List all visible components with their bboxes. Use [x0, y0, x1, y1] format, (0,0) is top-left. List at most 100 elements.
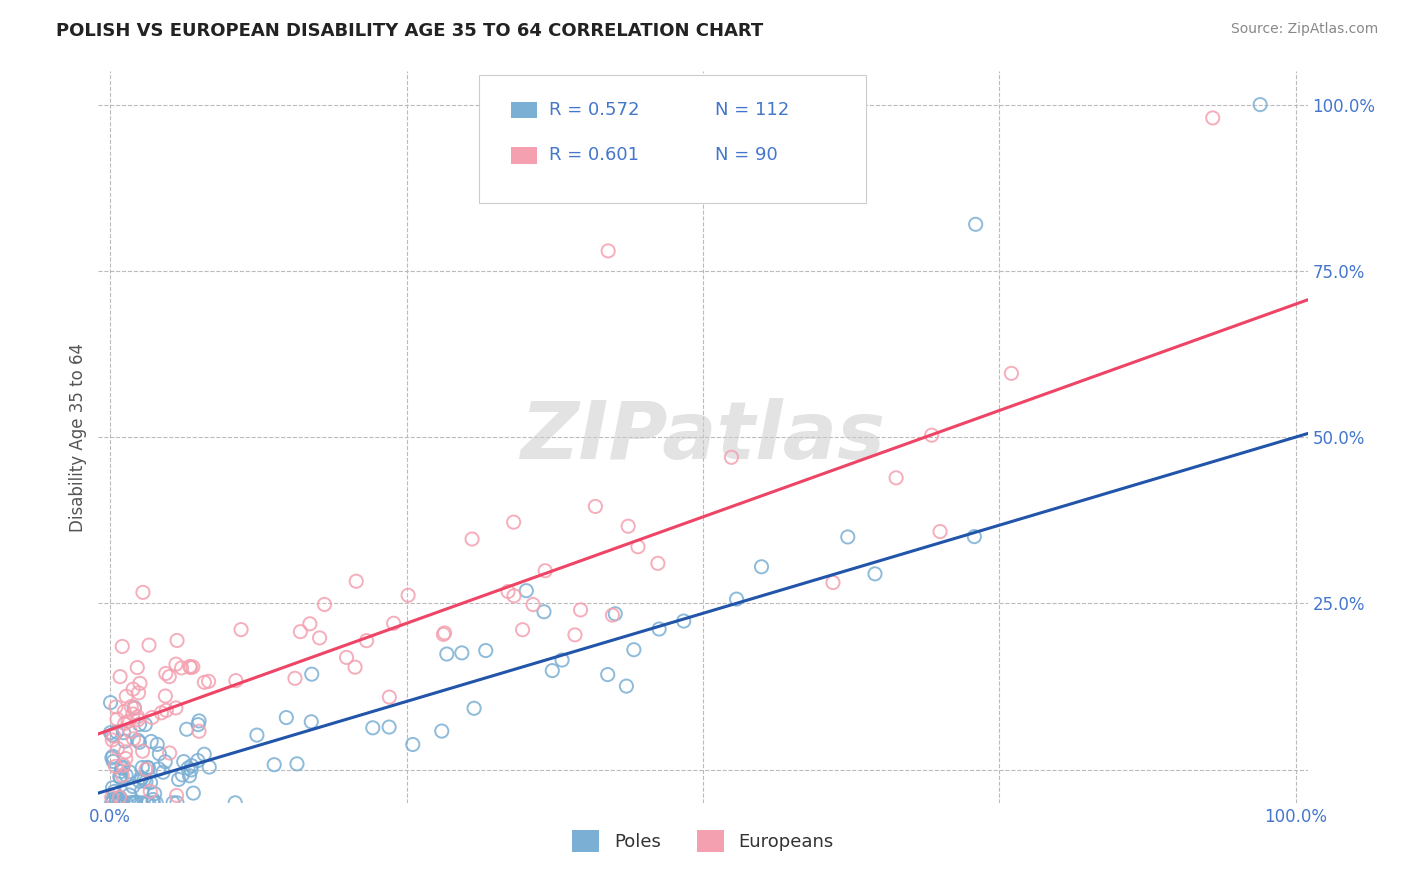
- Point: [134, 717, 156, 731]
- Point: [128, 717, 150, 731]
- Point: [225, 673, 247, 688]
- Point: [378, 720, 401, 734]
- Point: [148, 762, 170, 776]
- Point: [104, 700, 127, 714]
- Point: [284, 671, 307, 685]
- Point: [290, 624, 312, 639]
- Point: [187, 754, 209, 768]
- Point: [246, 728, 269, 742]
- Point: [616, 679, 638, 693]
- Point: [720, 450, 742, 465]
- Point: [131, 796, 153, 810]
- Text: R = 0.601: R = 0.601: [550, 146, 640, 164]
- Point: [105, 712, 128, 726]
- Point: [285, 756, 308, 771]
- Point: [884, 471, 907, 485]
- Point: [132, 585, 155, 599]
- Point: [114, 716, 136, 731]
- Point: [197, 674, 219, 689]
- Point: [101, 796, 124, 810]
- Point: [131, 760, 153, 774]
- Point: [155, 666, 177, 681]
- Point: [224, 796, 246, 810]
- Legend: Poles, Europeans: Poles, Europeans: [565, 823, 841, 860]
- Point: [135, 763, 157, 777]
- Point: [617, 519, 640, 533]
- Point: [627, 540, 650, 554]
- Point: [112, 705, 135, 719]
- Point: [165, 657, 187, 672]
- Point: [127, 733, 149, 747]
- Point: [648, 622, 671, 636]
- Point: [117, 714, 139, 729]
- Point: [101, 728, 124, 742]
- Point: [176, 723, 198, 737]
- Point: [124, 701, 146, 715]
- Point: [128, 774, 150, 789]
- Point: [107, 796, 129, 810]
- Point: [402, 738, 425, 752]
- Point: [103, 784, 125, 798]
- Point: [378, 690, 401, 705]
- Point: [110, 764, 132, 779]
- Point: [166, 796, 188, 810]
- Point: [181, 660, 204, 674]
- Point: [166, 633, 188, 648]
- Point: [112, 725, 135, 739]
- Text: ZIPatlas: ZIPatlas: [520, 398, 886, 476]
- Point: [146, 738, 169, 752]
- Point: [120, 699, 142, 714]
- Point: [142, 796, 165, 810]
- Point: [124, 796, 146, 810]
- Point: [143, 787, 166, 801]
- Point: [623, 642, 645, 657]
- Point: [138, 796, 160, 810]
- Point: [122, 700, 145, 714]
- Point: [436, 647, 458, 661]
- Point: [361, 721, 384, 735]
- Point: [135, 774, 157, 789]
- Point: [188, 714, 211, 728]
- Point: [522, 598, 544, 612]
- Point: [121, 706, 143, 721]
- Point: [1249, 97, 1271, 112]
- Point: [181, 786, 204, 800]
- Point: [298, 616, 321, 631]
- Point: [314, 598, 336, 612]
- Point: [512, 623, 534, 637]
- Point: [165, 701, 187, 715]
- Point: [108, 796, 131, 810]
- Point: [129, 676, 152, 690]
- Point: [128, 735, 150, 749]
- Point: [127, 660, 149, 674]
- Point: [583, 500, 606, 514]
- Point: [101, 792, 124, 806]
- Point: [172, 768, 194, 782]
- Text: N = 112: N = 112: [716, 101, 789, 120]
- Point: [503, 589, 526, 603]
- FancyBboxPatch shape: [510, 102, 537, 118]
- Point: [155, 755, 177, 769]
- Point: [107, 741, 129, 756]
- Point: [647, 557, 669, 571]
- Point: [152, 765, 174, 780]
- Point: [111, 640, 134, 654]
- Point: [170, 661, 193, 675]
- Point: [598, 244, 620, 258]
- Point: [138, 761, 160, 775]
- Point: [725, 592, 748, 607]
- Point: [136, 760, 159, 774]
- Point: [115, 768, 138, 782]
- Point: [104, 759, 127, 773]
- Point: [141, 710, 163, 724]
- Point: [180, 763, 202, 777]
- Point: [110, 796, 132, 810]
- Point: [110, 771, 132, 785]
- Point: [148, 747, 170, 761]
- Text: Source: ZipAtlas.com: Source: ZipAtlas.com: [1230, 22, 1378, 37]
- Point: [929, 524, 952, 539]
- Point: [105, 792, 128, 806]
- Point: [131, 771, 153, 785]
- Point: [432, 627, 454, 641]
- Point: [105, 724, 128, 739]
